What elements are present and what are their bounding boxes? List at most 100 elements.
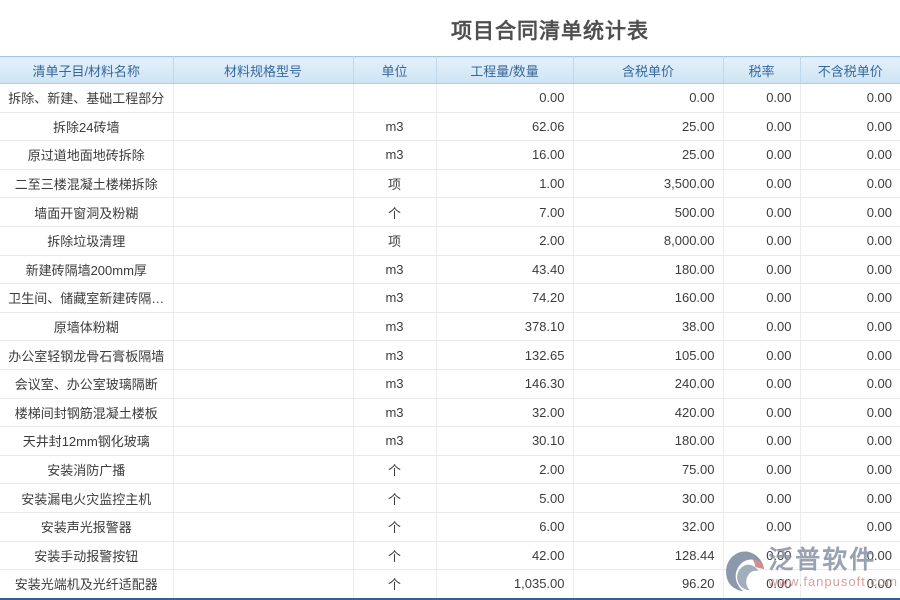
cell-qty: 1.00	[436, 169, 574, 199]
cell-unit: 个	[353, 541, 437, 571]
table-row: 拆除24砖墙 m3 62.06 25.00 0.00 0.00	[0, 112, 900, 142]
cell-tax_rate: 0.00	[723, 312, 801, 342]
cell-spec	[173, 312, 354, 342]
cell-unit: 个	[353, 455, 437, 485]
cell-price_no_tax: 0.00	[800, 169, 900, 199]
table-row: 安装漏电火灾监控主机个 5.00 30.00 0.00 0.00	[0, 483, 900, 513]
cell-price_tax: 0.00	[573, 83, 724, 113]
cell-price_no_tax: 0.00	[800, 283, 900, 313]
table-row: 安装手动报警按钮个 42.00 128.44 0.00 0.00	[0, 541, 900, 571]
cell-tax_rate: 0.00	[723, 569, 801, 599]
cell-unit: 个	[353, 197, 437, 227]
cell-unit: m3	[353, 255, 437, 285]
cell-spec	[173, 426, 354, 456]
table-row: 卫生间、储藏室新建砖隔… m3 74.20 160.00 0.00 0.00	[0, 283, 900, 313]
cell-price_no_tax: 0.00	[800, 426, 900, 456]
cell-name: 楼梯间封钢筋混凝土楼板	[0, 398, 174, 428]
cell-name: 墙面开窗洞及粉糊	[0, 197, 174, 227]
cell-tax_rate: 0.00	[723, 197, 801, 227]
cell-unit: m3	[353, 340, 437, 370]
column-header-price_tax: 含税单价	[573, 56, 724, 84]
column-header-spec: 材料规格型号	[173, 56, 354, 84]
cell-price_no_tax: 0.00	[800, 312, 900, 342]
cell-unit: 个	[353, 569, 437, 599]
cell-tax_rate: 0.00	[723, 398, 801, 428]
cell-tax_rate: 0.00	[723, 83, 801, 113]
cell-tax_rate: 0.00	[723, 140, 801, 170]
cell-spec	[173, 197, 354, 227]
cell-unit: m3	[353, 140, 437, 170]
column-header-tax_rate: 税率	[723, 56, 801, 84]
table-row: 原墙体粉糊 m3 378.10 38.00 0.00 0.00	[0, 312, 900, 342]
cell-qty: 5.00	[436, 483, 574, 513]
cell-qty: 74.20	[436, 283, 574, 313]
cell-price_no_tax: 0.00	[800, 369, 900, 399]
cell-price_no_tax: 0.00	[800, 197, 900, 227]
cell-name: 安装声光报警器	[0, 512, 174, 542]
cell-tax_rate: 0.00	[723, 340, 801, 370]
cell-name: 安装光端机及光纤适配器	[0, 569, 174, 599]
cell-qty: 30.10	[436, 426, 574, 456]
cell-name: 新建砖隔墙200mm厚	[0, 255, 174, 285]
cell-qty: 43.40	[436, 255, 574, 285]
cell-spec	[173, 483, 354, 513]
cell-price_no_tax: 0.00	[800, 112, 900, 142]
cell-tax_rate: 0.00	[723, 255, 801, 285]
table-row: 安装消防广播个 2.00 75.00 0.00 0.00	[0, 455, 900, 485]
table-row: 安装光端机及光纤适配器个 1,035.00 96.20 0.00 0.00	[0, 569, 900, 599]
cell-price_tax: 25.00	[573, 140, 724, 170]
cell-name: 原墙体粉糊	[0, 312, 174, 342]
title-bar: 项目合同清单统计表	[0, 0, 900, 56]
cell-spec	[173, 369, 354, 399]
table-row: 拆除、新建、基础工程部分 0.00 0.00 0.00 0.00	[0, 83, 900, 113]
cell-tax_rate: 0.00	[723, 369, 801, 399]
cell-qty: 16.00	[436, 140, 574, 170]
column-header-qty: 工程量/数量	[436, 56, 574, 84]
cell-qty: 132.65	[436, 340, 574, 370]
cell-qty: 378.10	[436, 312, 574, 342]
cell-unit: m3	[353, 112, 437, 142]
cell-spec	[173, 140, 354, 170]
cell-unit: 个	[353, 512, 437, 542]
cell-name: 安装消防广播	[0, 455, 174, 485]
cell-price_tax: 420.00	[573, 398, 724, 428]
cell-price_no_tax: 0.00	[800, 455, 900, 485]
cell-tax_rate: 0.00	[723, 455, 801, 485]
cell-price_tax: 105.00	[573, 340, 724, 370]
cell-price_tax: 180.00	[573, 255, 724, 285]
cell-price_no_tax: 0.00	[800, 140, 900, 170]
cell-unit	[353, 83, 437, 113]
cell-tax_rate: 0.00	[723, 426, 801, 456]
table-row: 天井封12mm钢化玻璃 m3 30.10 180.00 0.00 0.00	[0, 426, 900, 456]
cell-qty: 32.00	[436, 398, 574, 428]
cell-name: 原过道地面地砖拆除	[0, 140, 174, 170]
cell-spec	[173, 226, 354, 256]
cell-spec	[173, 455, 354, 485]
cell-spec	[173, 541, 354, 571]
cell-qty: 42.00	[436, 541, 574, 571]
cell-qty: 7.00	[436, 197, 574, 227]
table-body: 拆除、新建、基础工程部分 0.00 0.00 0.00 0.00 拆除24砖墙 m3 62.0…	[0, 83, 900, 599]
cell-price_tax: 160.00	[573, 283, 724, 313]
table-row: 安装声光报警器个 6.00 32.00 0.00 0.00	[0, 512, 900, 542]
cell-name: 卫生间、储藏室新建砖隔…	[0, 283, 174, 313]
column-header-price_no_tax: 不含税单价	[800, 56, 900, 84]
table-header-row: 清单子目/材料名称 材料规格型号 单位 工程量/数量 含税单价 税率 不含税单价	[0, 56, 900, 84]
table-row: 墙面开窗洞及粉糊个 7.00 500.00 0.00 0.00	[0, 197, 900, 227]
cell-tax_rate: 0.00	[723, 512, 801, 542]
cell-name: 安装手动报警按钮	[0, 541, 174, 571]
cell-name: 安装漏电火灾监控主机	[0, 483, 174, 513]
cell-spec	[173, 255, 354, 285]
column-header-name: 清单子目/材料名称	[0, 56, 174, 84]
cell-price_tax: 128.44	[573, 541, 724, 571]
cell-tax_rate: 0.00	[723, 112, 801, 142]
cell-price_no_tax: 0.00	[800, 569, 900, 599]
cell-price_tax: 75.00	[573, 455, 724, 485]
cell-name: 拆除垃圾清理	[0, 226, 174, 256]
cell-price_no_tax: 0.00	[800, 340, 900, 370]
page-title: 项目合同清单统计表	[451, 20, 649, 43]
table-header: 清单子目/材料名称 材料规格型号 单位 工程量/数量 含税单价 税率 不含税单价	[0, 56, 900, 84]
table-row: 原过道地面地砖拆除 m3 16.00 25.00 0.00 0.00	[0, 140, 900, 170]
cell-qty: 62.06	[436, 112, 574, 142]
